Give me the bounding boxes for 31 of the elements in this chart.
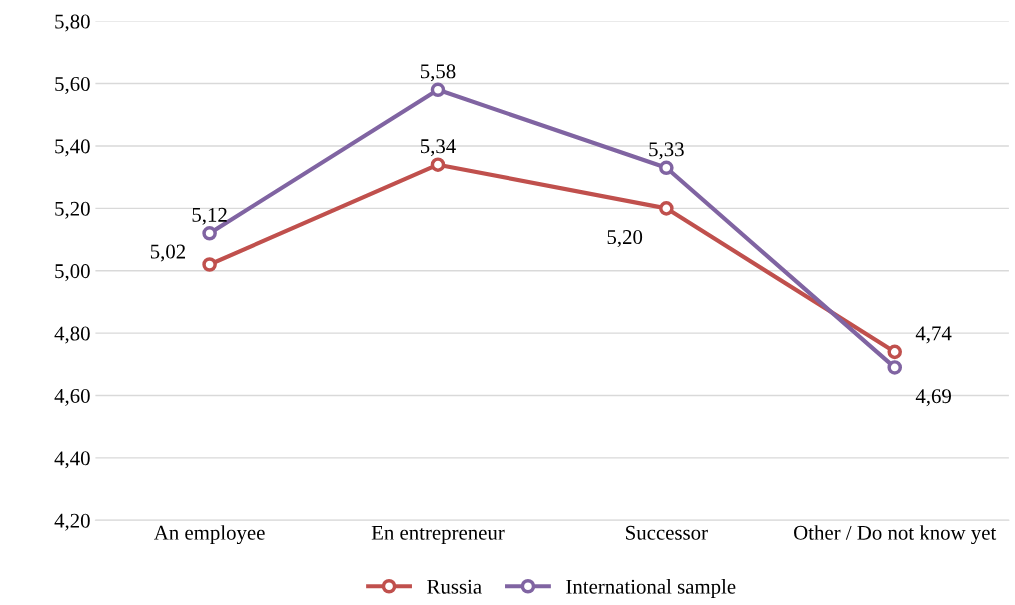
data-label: 5,02	[150, 244, 186, 262]
data-label: 5,58	[420, 64, 456, 82]
y-tick-label: 5,80	[55, 14, 90, 32]
x-tick-label: Other / Do not know yet	[794, 525, 997, 545]
y-tick-label: 5,40	[55, 139, 90, 157]
point	[887, 344, 903, 360]
data-label: 5,34	[420, 139, 456, 157]
data-label: 5,12	[192, 207, 227, 225]
x-tick-label: En entrepreneur	[371, 525, 505, 545]
point	[430, 157, 446, 172]
point	[659, 201, 674, 216]
x-tick-label: An employee	[153, 525, 265, 545]
point	[430, 82, 446, 98]
data-label: 5,20	[607, 230, 643, 248]
y-tick-label: 4,20	[54, 513, 90, 531]
point	[659, 160, 674, 176]
y-tick-label: 5,60	[55, 76, 90, 94]
x-tick-label: Successor	[626, 525, 708, 540]
y-tick-label: 4,60	[54, 388, 90, 406]
y-tick-label: 5,00	[55, 264, 90, 282]
point	[202, 226, 217, 241]
legend-label: Russia	[427, 579, 482, 594]
data-label: 4,74	[915, 326, 952, 344]
y-tick-label: 4,80	[54, 326, 90, 344]
y-tick-label: 5,20	[55, 201, 90, 219]
legend-label: International sample	[566, 579, 736, 598]
point	[887, 360, 903, 375]
point	[202, 257, 217, 272]
y-tick-label: 4,40	[54, 451, 90, 469]
data-label: 4,69	[915, 389, 951, 407]
data-label: 5,33	[649, 142, 684, 160]
